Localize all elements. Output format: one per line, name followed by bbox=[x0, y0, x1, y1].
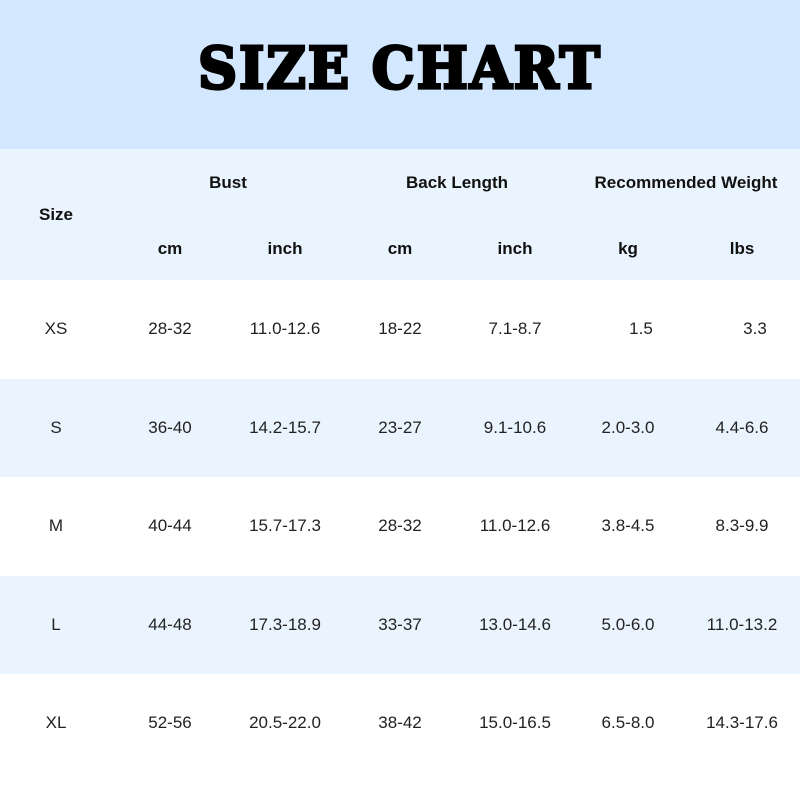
header-unit: lbs bbox=[729, 239, 755, 258]
table-cell: 8.3-9.9 bbox=[715, 516, 769, 536]
table-cell: 44-48 bbox=[148, 614, 192, 634]
table-cell: 20.5-22.0 bbox=[249, 713, 321, 733]
table-cell: 11.0-12.6 bbox=[249, 319, 321, 338]
table-cell: 38-42 bbox=[378, 713, 422, 733]
header-unit: cm bbox=[157, 239, 183, 258]
header-size: Size bbox=[38, 205, 74, 224]
table-cell: 3.8-4.5 bbox=[601, 516, 655, 536]
table-cell: 23-27 bbox=[378, 417, 422, 437]
header-group-bust: Bust bbox=[209, 173, 247, 192]
size-label: XL bbox=[45, 713, 67, 733]
size-label: XS bbox=[44, 319, 68, 338]
table-cell: 9.1-10.6 bbox=[483, 417, 547, 437]
table-cell: 28-32 bbox=[378, 516, 422, 536]
table-cell: 17.3-18.9 bbox=[249, 614, 321, 634]
table-cell: 36-40 bbox=[148, 417, 192, 437]
table-cell: 7.1-8.7 bbox=[488, 319, 542, 338]
table-cell: 14.2-15.7 bbox=[249, 417, 321, 437]
table-cell: 5.0-6.0 bbox=[601, 614, 655, 634]
table-cell: 3.3 bbox=[743, 319, 767, 338]
size-label: S bbox=[50, 417, 62, 437]
header-group-recommended-weight: Recommended Weight bbox=[594, 173, 778, 192]
table-cell: 1.5 bbox=[629, 319, 653, 338]
header-unit: inch bbox=[267, 239, 303, 258]
table-cell: 11.0-12.6 bbox=[479, 516, 551, 536]
size-label: M bbox=[48, 516, 64, 536]
page-title: SIZE CHART bbox=[197, 33, 602, 103]
table-cell: 6.5-8.0 bbox=[601, 713, 655, 733]
table-row: XS 28-32 11.0-12.6 18-22 7.1-8.7 1.5 3.3 bbox=[0, 280, 800, 379]
table-cell: 40-44 bbox=[148, 516, 192, 536]
table-cell: 15.7-17.3 bbox=[249, 516, 321, 536]
table-row: M 40-44 15.7-17.3 28-32 11.0-12.6 3.8-4.5 8.3-… bbox=[0, 477, 800, 576]
size-label: L bbox=[51, 614, 61, 634]
table-row: XL 52-56 20.5-22.0 38-42 15.0-16.5 6.5-8.0 14.… bbox=[0, 674, 800, 773]
table-cell: 33-37 bbox=[378, 614, 422, 634]
header-unit: kg bbox=[618, 239, 638, 258]
table-cell: 4.4-6.6 bbox=[715, 417, 769, 437]
table-cell: 15.0-16.5 bbox=[479, 713, 551, 733]
table-row: S 36-40 14.2-15.7 23-27 9.1-10.6 2.0-3.0 4.4-6… bbox=[0, 378, 800, 478]
table-cell: 18-22 bbox=[378, 319, 422, 338]
header-group-back-length: Back Length bbox=[405, 173, 509, 192]
table-cell: 14.3-17.6 bbox=[706, 713, 778, 733]
table-cell: 11.0-13.2 bbox=[706, 614, 778, 634]
table-header: Size Bust Back Length Recommended Weight… bbox=[0, 149, 800, 280]
header-unit: cm bbox=[387, 239, 413, 258]
table-cell: 13.0-14.6 bbox=[479, 614, 551, 634]
table-cell: 52-56 bbox=[148, 713, 192, 733]
table-cell: 2.0-3.0 bbox=[601, 417, 655, 437]
table-cell: 28-32 bbox=[148, 319, 192, 338]
table-row: L 44-48 17.3-18.9 33-37 13.0-14.6 5.0-6.0 11.0… bbox=[0, 575, 800, 675]
title-banner: SIZE CHART bbox=[0, 0, 800, 149]
header-unit: inch bbox=[497, 239, 533, 258]
